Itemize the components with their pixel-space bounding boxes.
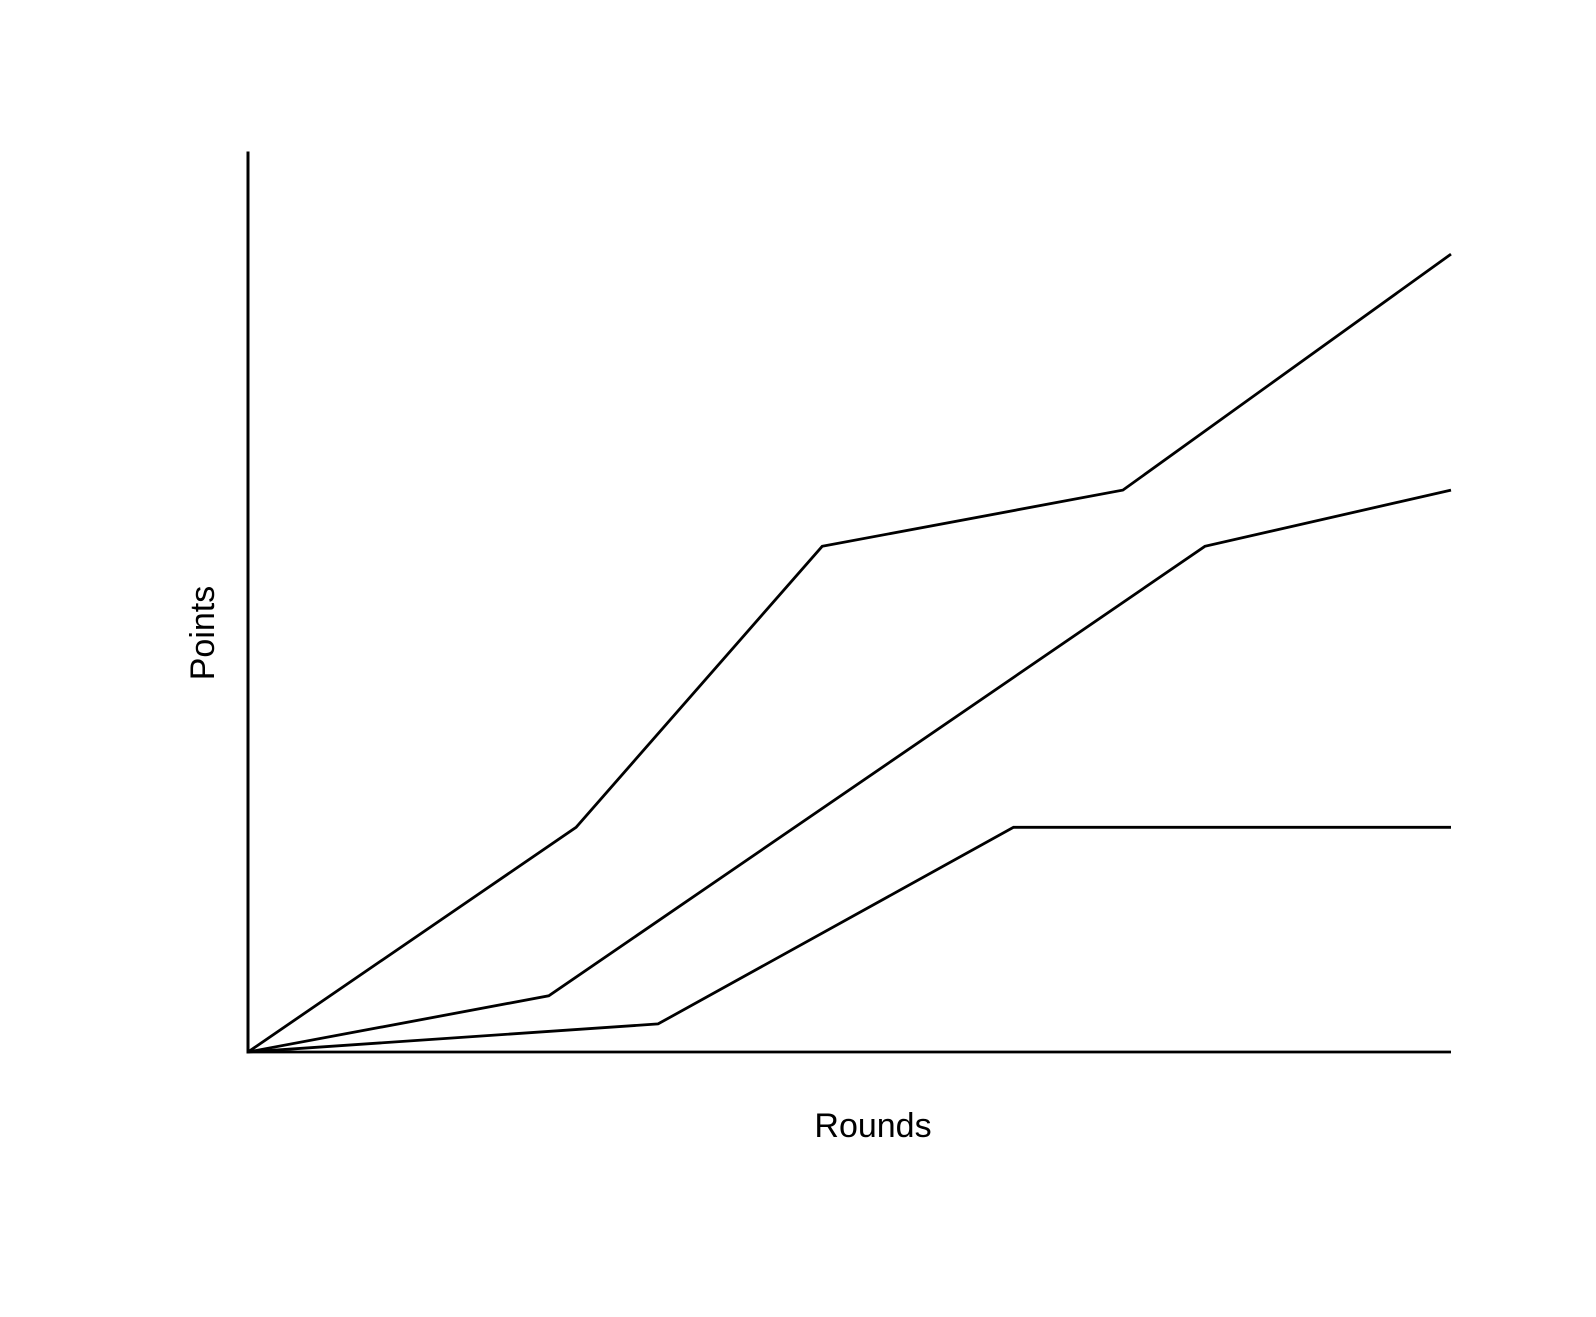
y-axis-label: Points <box>184 586 222 681</box>
series-line-3 <box>247 825 1451 1054</box>
series-layer <box>247 252 1452 1054</box>
series-line-1 <box>247 252 1452 1054</box>
series-line-2 <box>247 488 1452 1054</box>
x-axis-label: Rounds <box>814 1107 931 1145</box>
